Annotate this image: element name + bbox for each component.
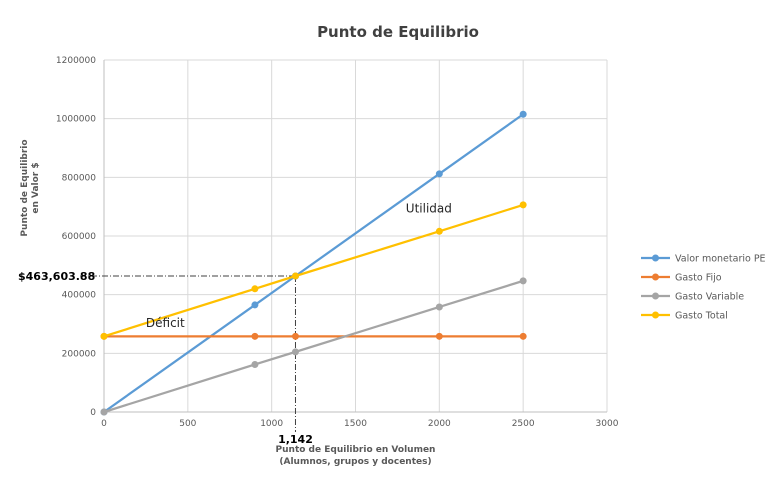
x-tick-label: 2000 xyxy=(428,419,451,429)
legend-entry: Gasto Variable xyxy=(675,292,744,303)
series-point-3 xyxy=(101,409,108,416)
series-point-3 xyxy=(292,348,299,355)
y-tick-label: 200000 xyxy=(62,349,97,359)
legend-entry: Gasto Total xyxy=(675,311,728,322)
legend-swatch-marker xyxy=(652,293,659,300)
x-axis-title: (Alumnos, grupos y docentes) xyxy=(279,457,431,467)
y-axis-title: Punto de Equilibrio xyxy=(20,139,30,236)
series-point-2 xyxy=(520,333,527,340)
series-point-3 xyxy=(436,303,443,310)
series-point-3 xyxy=(251,361,258,368)
y-tick-label: 1000000 xyxy=(56,115,96,125)
series-point-2 xyxy=(436,333,443,340)
series-lines xyxy=(101,111,527,416)
y-tick-label: 800000 xyxy=(62,173,97,183)
series-point-4 xyxy=(101,333,108,340)
series-point-2 xyxy=(292,333,299,340)
series-line-3 xyxy=(104,281,523,412)
series-point-4 xyxy=(436,228,443,235)
series-point-1 xyxy=(251,301,258,308)
series-line-1 xyxy=(104,114,523,412)
tick-labels: 0 500 1000 1500 2000 2500 3000 0 200000 400000 600… xyxy=(56,56,619,429)
y-tick-label: 600000 xyxy=(62,232,97,242)
legend-swatch-marker xyxy=(652,255,659,262)
y-tick-label: 0 xyxy=(90,408,96,418)
x-tick-label: 3000 xyxy=(596,419,619,429)
series-point-4 xyxy=(251,285,258,292)
legend-entry: Valor monetario PE xyxy=(675,254,766,265)
legend-entry: Gasto Fijo xyxy=(675,273,722,284)
x-tick-label: 1000 xyxy=(260,419,283,429)
series-point-4 xyxy=(520,201,527,208)
break-even-value-label: $463,603.88 xyxy=(18,270,95,283)
legend-swatch-marker xyxy=(652,312,659,319)
x-tick-label: 2500 xyxy=(512,419,535,429)
y-axis-title: en Valor $ xyxy=(31,162,41,213)
annotations: Utilidad Déficit xyxy=(146,202,452,330)
legend: Valor monetario PE Gasto Fijo Gasto Variab… xyxy=(641,254,766,322)
series-point-4 xyxy=(292,273,299,280)
x-tick-label: 1500 xyxy=(344,419,367,429)
x-tick-label: 500 xyxy=(179,419,196,429)
x-tick-label: 0 xyxy=(101,419,107,429)
y-tick-label: 1200000 xyxy=(56,56,96,66)
x-axis-title: Punto de Equilibrio en Volumen xyxy=(276,445,436,455)
series-point-1 xyxy=(436,170,443,177)
y-tick-label: 400000 xyxy=(62,291,97,301)
series-point-3 xyxy=(520,277,527,284)
annotation-label: Utilidad xyxy=(406,202,452,216)
annotation-label: Déficit xyxy=(146,316,185,330)
series-point-1 xyxy=(520,111,527,118)
axis-titles: Punto de Equilibrio en Volumen (Alumnos, … xyxy=(20,139,435,467)
chart-title: Punto de Equilibrio xyxy=(317,23,479,41)
series-point-2 xyxy=(251,333,258,340)
legend-swatch-marker xyxy=(652,274,659,281)
